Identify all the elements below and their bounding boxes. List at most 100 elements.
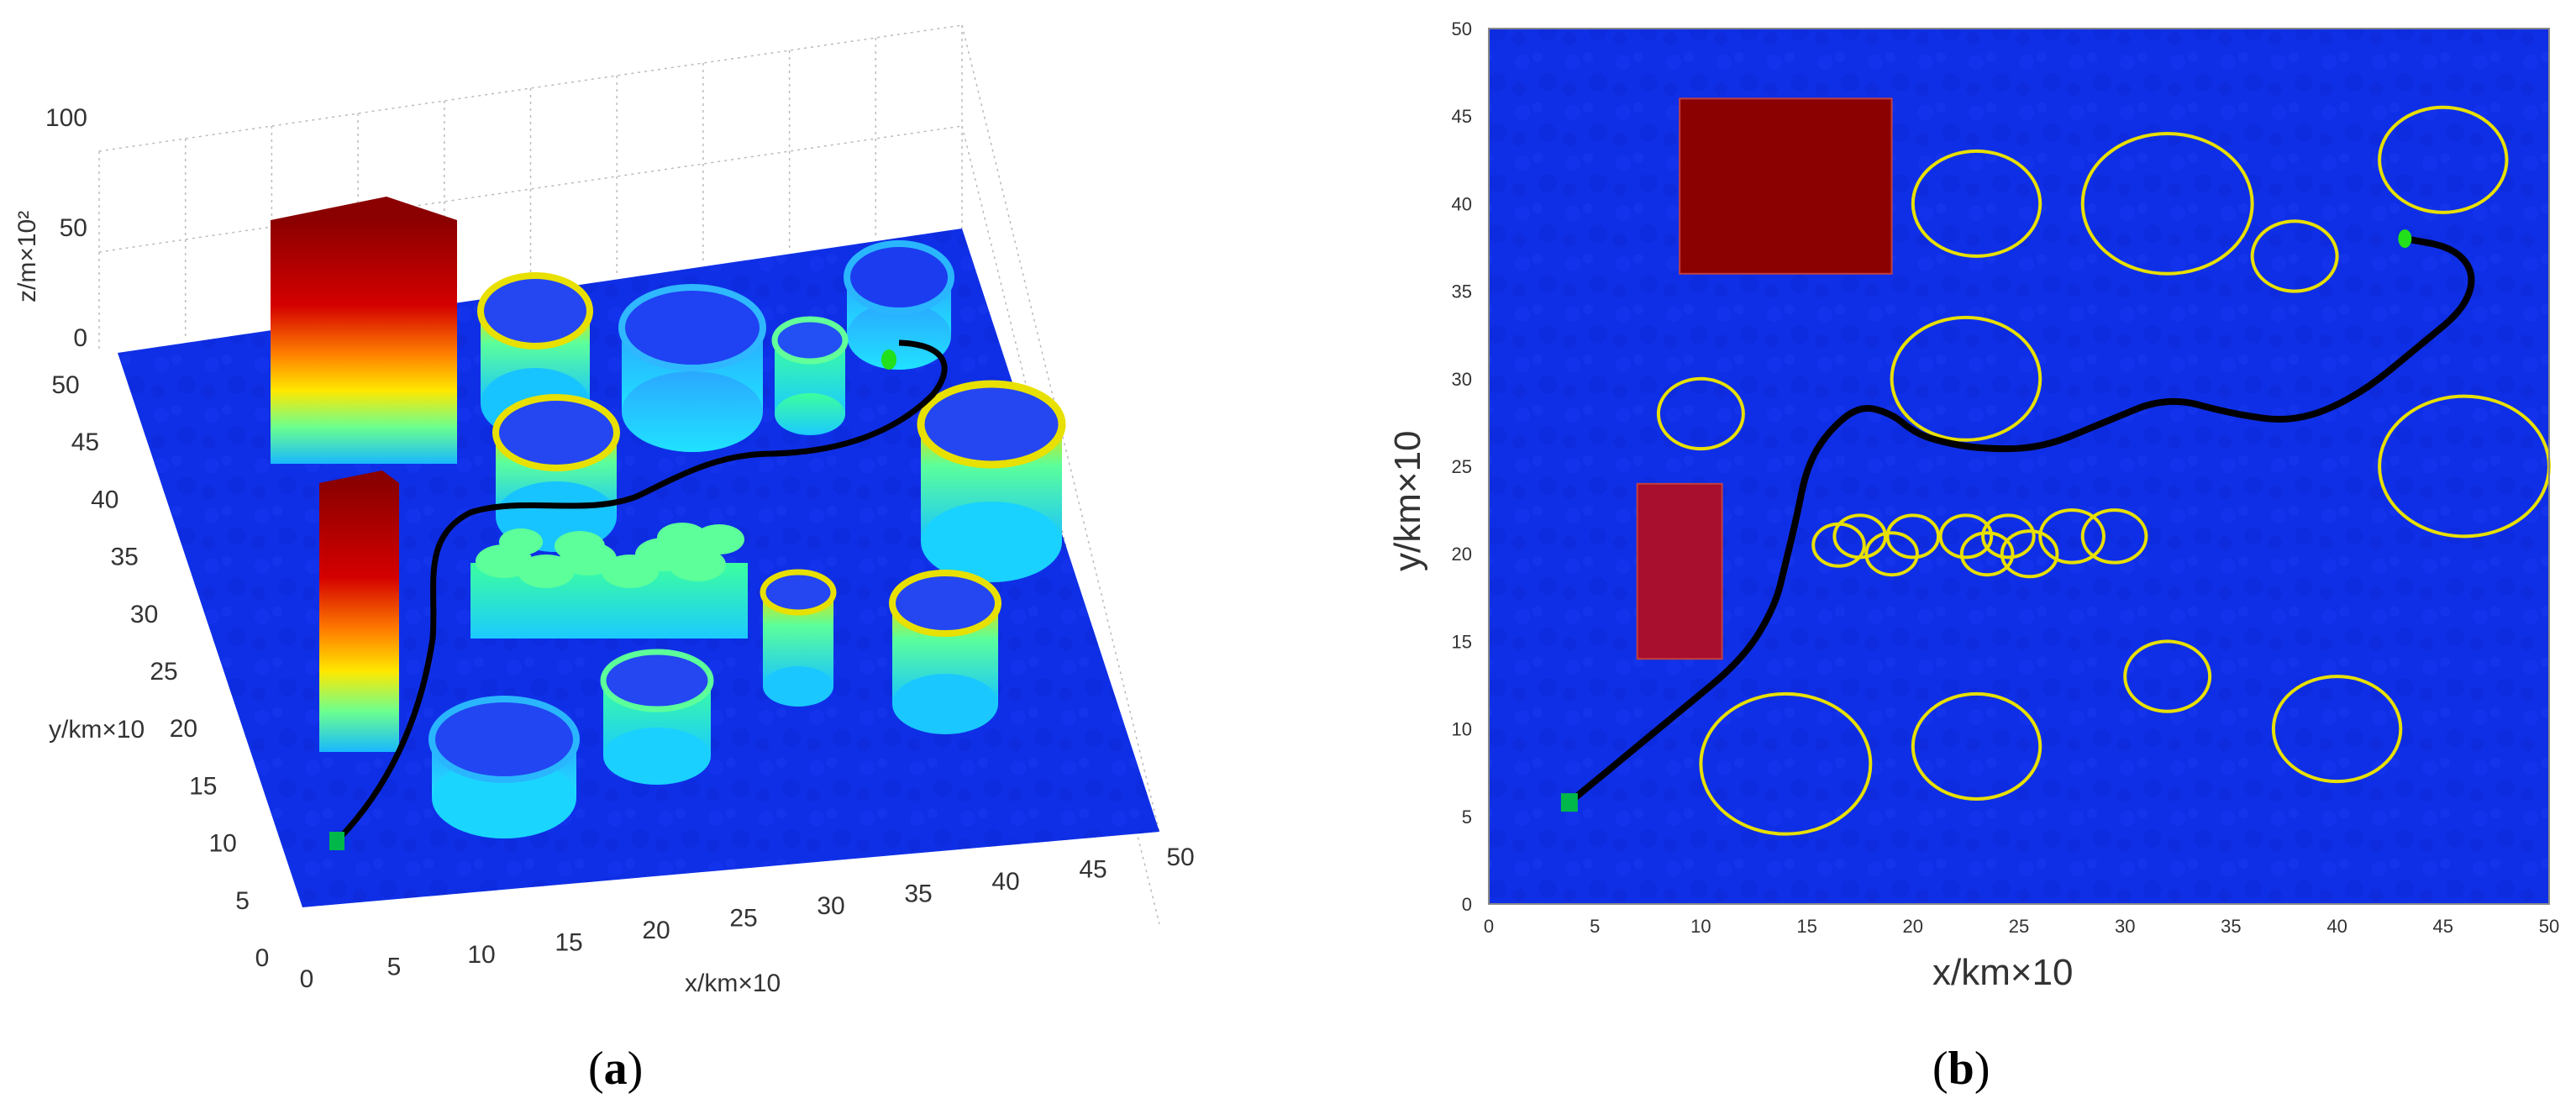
circle-obstacle-2d: [1959, 531, 2015, 577]
y-tick-label-2d: 45: [1452, 106, 1472, 127]
z-axis-label-3d: z/m×10²: [13, 211, 41, 302]
cylinder-3d: [771, 316, 849, 435]
panel-b-label: (b): [1932, 1043, 1990, 1095]
y-tick-label-3d: 15: [189, 772, 217, 800]
circle-obstacle-2d: [2038, 508, 2105, 565]
x-tick-label-2d: 0: [1484, 916, 1494, 937]
x-tick-label-2d: 45: [2433, 916, 2453, 937]
circle-obstacle-2d: [1981, 513, 2036, 560]
cylinder-3d: [889, 570, 1001, 734]
cylinder-3d: [600, 649, 714, 785]
z-tick-label-3d: 100: [45, 104, 87, 132]
x-tick-label-2d: 30: [2115, 916, 2135, 937]
z-tick-label-3d: 50: [60, 214, 87, 242]
y-tick-label-2d: 40: [1452, 193, 1472, 214]
cylinder-3d: [844, 240, 954, 370]
goal-marker-3d: [881, 350, 896, 370]
x-tick-label-3d: 10: [467, 941, 495, 969]
circle-obstacle-2d: [2250, 219, 2339, 293]
cylinder-cluster-3d: [471, 523, 748, 639]
x-tick-label-2d: 20: [1903, 916, 1923, 937]
cylinder-3d: [428, 696, 580, 838]
y-tick-label-2d: 20: [1452, 544, 1472, 565]
block-obstacle-2d: [1636, 482, 1723, 660]
y-tick-label-3d: 20: [170, 715, 197, 743]
tall-block-3d: [271, 197, 457, 464]
short-block-3d: [319, 470, 399, 752]
y-tick-label-3d: 25: [150, 658, 177, 686]
y-tick-label-2d: 10: [1452, 719, 1472, 740]
block-obstacles-3d: [271, 197, 457, 752]
y-tick-label-2d: 35: [1452, 281, 1472, 302]
x-tick-label-3d: 45: [1079, 856, 1107, 884]
circle-obstacle-2d: [2123, 639, 2212, 713]
circle-obstacle-2d: [1699, 691, 1873, 836]
y-tick-label-3d: 40: [91, 486, 118, 513]
panel-a-label: (a): [588, 1043, 643, 1095]
y-axis-label-2d: y/km×10: [1387, 430, 1428, 571]
y-tick-label-3d: 35: [111, 544, 139, 571]
circle-obstacle-2d: [1885, 513, 1941, 560]
y-tick-label-2d: 50: [1452, 18, 1472, 39]
y-tick-label-3d: 0: [255, 944, 270, 972]
circle-obstacle-2d: [2271, 675, 2403, 784]
x-tick-label-3d: 30: [817, 892, 844, 920]
x-axis-label-3d: x/km×10: [685, 970, 781, 997]
circle-obstacle-2d: [1864, 531, 1919, 577]
cylinder-3d: [492, 394, 620, 552]
x-tick-label-2d: 50: [2539, 916, 2559, 937]
x-tick-label-3d: 35: [904, 880, 932, 908]
x-tick-label-3d: 20: [642, 917, 670, 944]
start-marker-3d: [329, 832, 344, 850]
z-tick-labels-3d: 0 50 100: [45, 104, 87, 352]
x-tick-label-2d: 15: [1796, 916, 1816, 937]
y-tick-label-3d: 45: [71, 428, 99, 456]
y-axis-label-3d: y/km×10: [49, 716, 145, 744]
x-tick-label-2d: 25: [2009, 916, 2029, 937]
circle-obstacle-2d: [1911, 149, 2042, 258]
circle-obstacle-2d: [1811, 522, 1866, 568]
x-tick-label-2d: 40: [2326, 916, 2347, 937]
path-2d: [1565, 235, 2475, 807]
x-axis-label-2d: x/km×10: [1932, 952, 2074, 993]
x-tick-label-2d: 5: [1590, 916, 1600, 937]
y-tick-label-2d: 15: [1452, 631, 1472, 652]
cylinder-3d: [618, 284, 766, 452]
path-3d: [335, 339, 948, 843]
circle-obstacle-2d: [1911, 691, 2042, 801]
y-tick-labels-3d: 0 5 10 15 20 25 30 35 40 45 50: [51, 371, 269, 972]
x-tick-labels-3d: 0 5 10 15 20 25 30 35 40 45 50: [300, 844, 1195, 993]
x-tick-label-3d: 0: [300, 965, 314, 993]
x-tick-label-3d: 25: [729, 905, 757, 933]
cylinder-3d: [917, 380, 1066, 582]
y-tick-labels-2d: 0 5 10 15 20 25 30 35 40 45 50: [1452, 18, 1472, 915]
panel-b-2d-plot: 0 5 10 15 20 25 30 35 40 45 50 0 5 10 15 20 25 30 35 40 45 5…: [1387, 18, 2559, 1095]
y-tick-label-2d: 5: [1462, 807, 1472, 828]
y-tick-label-2d: 25: [1452, 456, 1472, 477]
circle-obstacle-2d: [2080, 508, 2148, 565]
cylinder-3d: [760, 569, 837, 707]
obstacles-2d: [1636, 97, 2552, 836]
panel-a-3d-plot: 0 5 10 15 20 25 30 35 40 45 50 0 5 10 15 20 25 30 35 40 45 5…: [13, 24, 1195, 1095]
y-tick-label-2d: 0: [1462, 894, 1472, 915]
x-tick-label-3d: 40: [991, 868, 1019, 896]
x-tick-label-3d: 15: [555, 929, 582, 957]
circle-obstacle-2d: [2378, 105, 2509, 214]
y-tick-label-3d: 30: [130, 601, 158, 628]
circle-obstacle-2d: [2000, 529, 2059, 579]
x-tick-label-3d: 5: [387, 954, 402, 981]
y-tick-label-3d: 50: [51, 371, 79, 399]
circle-obstacle-2d: [1656, 376, 1745, 451]
circle-obstacle-2d: [1890, 315, 2042, 442]
x-tick-label-3d: 50: [1166, 844, 1194, 871]
goal-marker-2d: [2398, 229, 2412, 249]
y-tick-label-3d: 5: [235, 887, 250, 915]
y-tick-label-2d: 30: [1452, 369, 1472, 390]
y-tick-label-3d: 10: [209, 830, 237, 858]
z-tick-label-3d: 0: [73, 324, 87, 352]
x-tick-label-2d: 35: [2221, 916, 2241, 937]
block-obstacle-2d: [1679, 97, 1893, 275]
start-marker-2d: [1560, 793, 1578, 812]
x-tick-labels-2d: 0 5 10 15 20 25 30 35 40 45 50: [1484, 916, 2559, 937]
